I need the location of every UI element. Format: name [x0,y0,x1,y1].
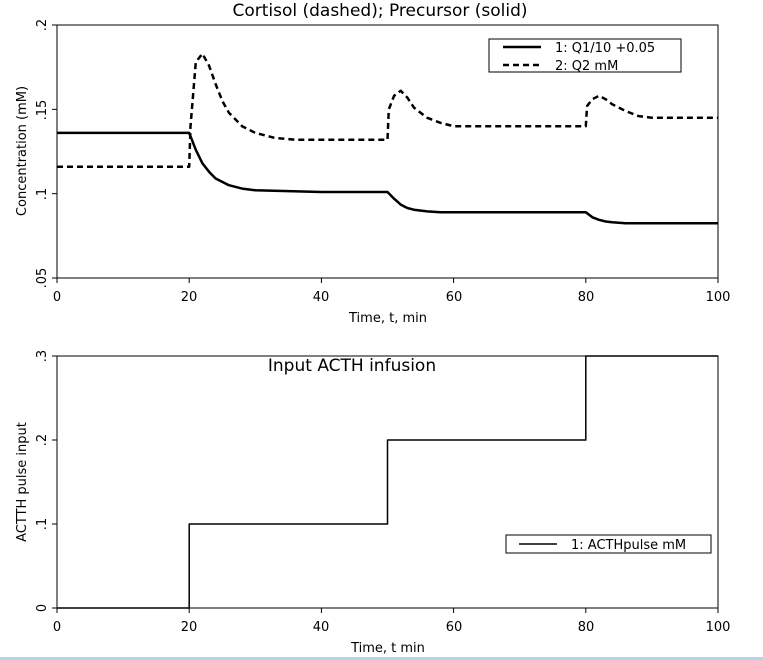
bottom-legend-entry: 1: ACTHpulse mM [571,538,686,553]
bottom-x-tick-label: 60 [446,620,463,635]
bottom-series-lines [57,355,718,609]
top-legend-entry: 1: Q1/10 +0.05 [555,41,655,56]
top-legend-entry: 2: Q2 mM [555,59,618,74]
bottom-y-tick-label: .3 [35,350,50,362]
bottom-x-tick-label: 20 [181,620,198,635]
top-y-tick-label: .15 [35,100,50,121]
top-y-tick-label: .2 [35,19,50,31]
bottom-chart-plot-frame [56,355,719,609]
bottom-legend-box [505,534,712,554]
bottom-series-line-solid [57,355,718,609]
top-legend-box [488,38,682,73]
bottom-x-tick-label: 0 [53,620,61,635]
top-x-tick-label: 0 [53,290,61,305]
bottom-y-axis-label: ACTTH pulse input [15,422,30,542]
top-chart: Cortisol (dashed); Precursor (solid) 0 2… [15,1,730,326]
top-series-lines [57,52,718,225]
top-x-axis-label: Time, t, min [348,311,427,326]
bottom-chart: Input ACTH infusion 0 20 40 60 80 100 0 … [15,350,730,656]
window-bottom-border [0,657,763,660]
bottom-x-tick-label: 80 [578,620,595,635]
bottom-axis-ticks [52,355,719,613]
top-chart-title: Cortisol (dashed); Precursor (solid) [232,1,527,21]
top-axis-ticks [52,24,719,283]
top-x-tick-label: 100 [706,290,731,305]
bottom-x-tick-label: 40 [313,620,330,635]
top-series-line-dashed [57,52,718,168]
bottom-y-tick-label: 0 [35,604,50,612]
bottom-y-tick-label: .2 [35,434,50,446]
top-x-tick-label: 20 [181,290,198,305]
bottom-x-tick-label: 100 [706,620,731,635]
top-x-tick-label: 60 [446,290,463,305]
top-series-line-solid [57,131,718,225]
top-y-tick-label: .1 [35,188,50,200]
top-chart-plot-frame [56,24,719,279]
bottom-x-axis-label: Time, t min [350,641,425,656]
top-x-tick-label: 40 [313,290,330,305]
bottom-chart-title: Input ACTH infusion [268,356,436,376]
bottom-y-tick-label: .1 [35,518,50,530]
top-x-tick-label: 80 [578,290,595,305]
top-y-axis-label: Concentration (mM) [15,86,30,216]
top-y-tick-label: .05 [35,268,50,289]
